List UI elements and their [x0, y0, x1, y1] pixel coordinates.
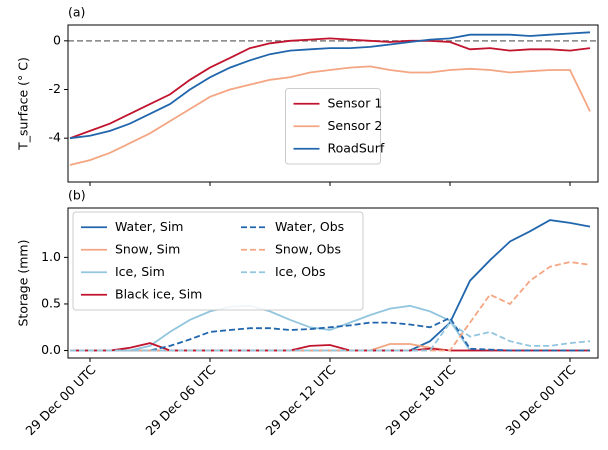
- plot-frame: [67, 207, 599, 359]
- legend-label: Snow, Obs: [275, 241, 341, 256]
- legend-label: Water, Obs: [275, 219, 344, 234]
- legend-label: Black ice, Sim: [115, 286, 202, 301]
- series-line: [70, 342, 590, 352]
- series-line: [70, 316, 590, 352]
- y-tick-label: 0.5: [41, 295, 61, 310]
- series-line: [69, 65, 591, 166]
- x-tick-label: 30 Dec 00 UTC: [502, 362, 578, 438]
- plot-frame: [67, 24, 599, 183]
- y-tick-label: 1.0: [41, 249, 61, 264]
- legend-label: RoadSurf: [328, 140, 385, 155]
- panel-label: (b): [68, 188, 86, 203]
- x-tick-label: 29 Dec 00 UTC: [22, 362, 98, 438]
- legend-box: [285, 88, 381, 165]
- legend-box: [72, 211, 364, 311]
- y-tick-label: 0: [53, 32, 61, 47]
- y-axis-label: T_surface (° C): [16, 57, 31, 151]
- legend-label: Ice, Sim: [115, 264, 165, 279]
- series-line: [70, 321, 591, 352]
- legend-label: Sensor 1: [328, 95, 383, 110]
- legend: Water, Sim Snow, Sim Ice, Sim Black ice, Si…: [72, 211, 364, 311]
- series-line: [69, 37, 591, 140]
- x-tick-label: 29 Dec 18 UTC: [382, 362, 458, 438]
- y-tick-label: -2: [49, 81, 61, 96]
- y-tick-label: -4: [49, 130, 62, 145]
- y-tick-label: 0.0: [41, 342, 61, 357]
- legend-label: Snow, Sim: [115, 241, 180, 256]
- legend: Sensor 1 Sensor 2 RoadSurf: [285, 88, 385, 165]
- x-tick-label: 29 Dec 06 UTC: [142, 362, 218, 438]
- series-line: [69, 31, 591, 140]
- x-tick-label: 29 Dec 12 UTC: [262, 362, 338, 438]
- legend-label: Ice, Obs: [275, 264, 325, 279]
- legend-label: Sensor 2: [328, 118, 383, 133]
- y-axis-label: Storage (mm): [16, 240, 31, 327]
- legend-label: Water, Sim: [115, 219, 183, 234]
- panel-label: (a): [68, 5, 85, 20]
